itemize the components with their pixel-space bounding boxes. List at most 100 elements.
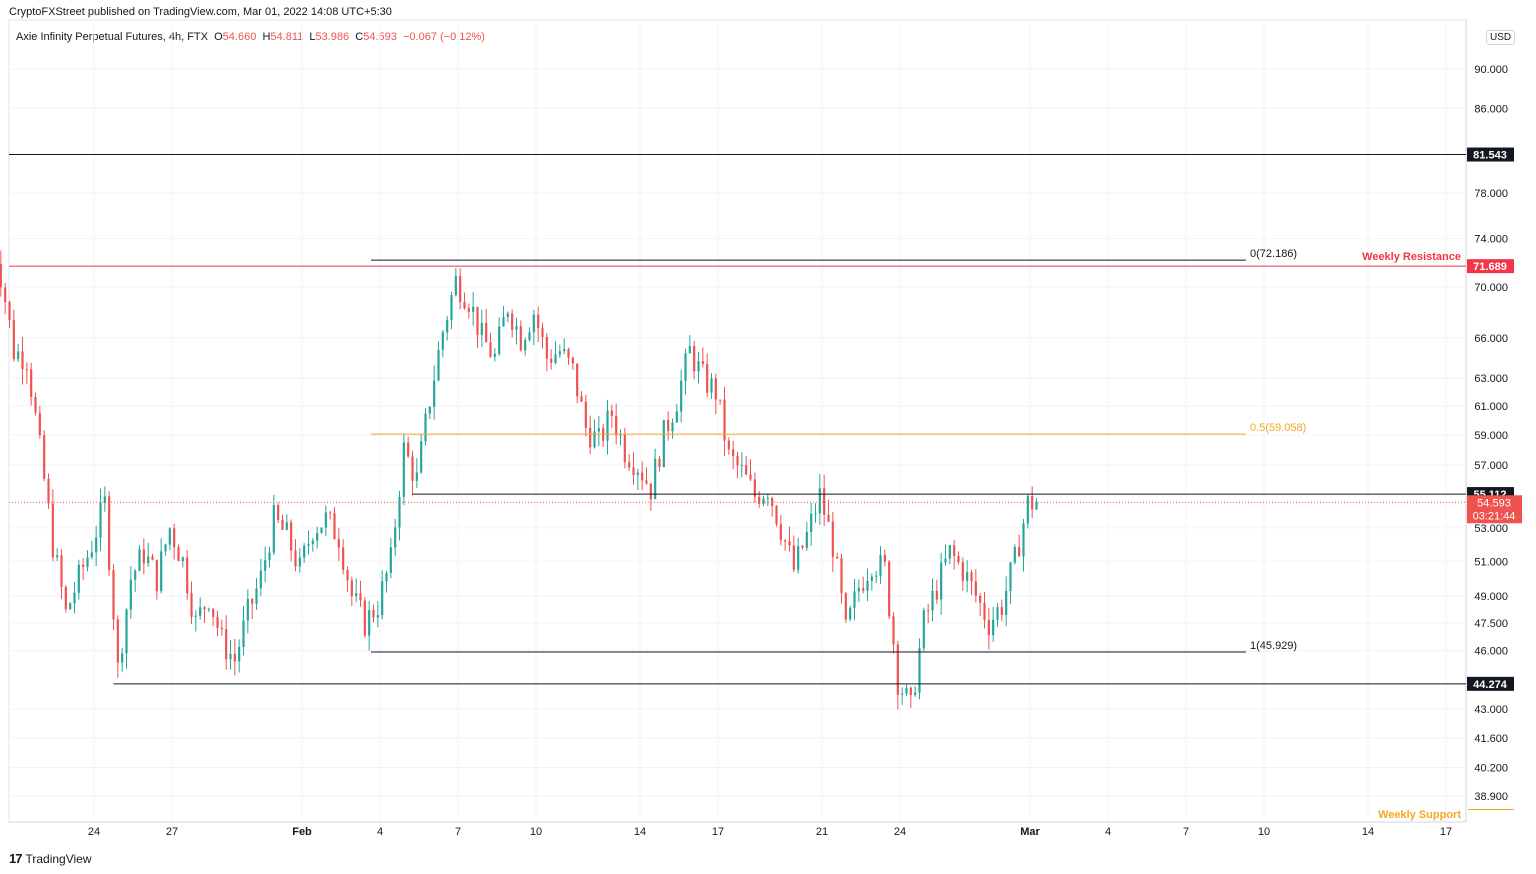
candle-body	[558, 351, 561, 355]
close-label: C	[355, 31, 364, 43]
tradingview-footer: 17 TradingView	[9, 851, 92, 866]
candle-body	[940, 562, 943, 600]
candle-body	[242, 620, 245, 648]
candle-body	[246, 599, 249, 621]
candle-body	[658, 458, 661, 468]
candle-body	[680, 380, 683, 412]
y-tick-label: 49.000	[1474, 591, 1508, 603]
candle-body	[736, 456, 739, 466]
candle-body	[697, 361, 700, 372]
candle-body	[238, 647, 241, 662]
candle-body	[701, 361, 704, 365]
candle-body	[134, 570, 137, 580]
candle-body	[771, 498, 774, 506]
candle-body	[493, 353, 496, 357]
symbol-title: Axie Infinity Perpetual Futures, 4h, FTX	[16, 31, 208, 43]
candle-body	[571, 357, 574, 364]
candle-body	[480, 322, 483, 335]
footer-brand: TradingView	[25, 851, 92, 866]
candle-body	[398, 496, 401, 528]
candle-body	[251, 599, 254, 604]
candle-body	[944, 558, 947, 563]
candle-body	[433, 380, 436, 407]
y-tick-label: 46.000	[1474, 646, 1508, 658]
candle-body	[749, 474, 752, 480]
candle-body	[216, 616, 219, 628]
candle-body	[524, 339, 527, 351]
last-price-label: 54.593	[1477, 497, 1511, 509]
candle-body	[879, 554, 882, 576]
candle-body	[814, 513, 817, 515]
candle-body	[82, 564, 85, 568]
candle-body	[51, 503, 54, 558]
candle-body	[138, 549, 141, 571]
candle-body	[1000, 607, 1003, 615]
level-name-label: Weekly Support	[1378, 809, 1461, 821]
candle-body	[922, 610, 925, 649]
low-label: L	[309, 31, 316, 43]
candle-body	[376, 615, 379, 618]
publisher-line: CryptoFXStreet published on TradingView.…	[9, 6, 392, 18]
candle-body	[745, 464, 748, 475]
candle-body	[719, 399, 722, 401]
candle-body	[901, 693, 904, 695]
price-axis-level-label: 81.543	[1473, 150, 1507, 162]
y-tick-label: 66.000	[1474, 333, 1508, 345]
candle-body	[64, 586, 67, 610]
price-axis-level-badge	[1467, 147, 1514, 162]
candle-body	[34, 396, 37, 413]
candle-body	[411, 456, 414, 481]
y-tick-label: 53.000	[1474, 523, 1508, 535]
candle-body	[0, 264, 2, 288]
candle-body	[186, 557, 189, 594]
candle-body	[90, 552, 93, 558]
candle-body	[437, 349, 440, 381]
candle-body	[970, 572, 973, 582]
candle-body	[160, 551, 163, 592]
candle-body	[1026, 496, 1029, 524]
candle-body	[428, 406, 431, 414]
level-name-label: Weekly Resistance	[1362, 251, 1461, 263]
y-tick-label: 74.000	[1474, 234, 1508, 246]
currency-button[interactable]: USD	[1486, 30, 1516, 45]
candle-body	[857, 588, 860, 592]
fib-level-label: 1(45.929)	[1250, 640, 1297, 652]
candle-body	[30, 369, 33, 397]
candle-body	[415, 472, 418, 481]
y-tick-label: 41.600	[1474, 733, 1508, 745]
candle-body	[632, 467, 635, 476]
candle-body	[207, 608, 210, 610]
candle-body	[528, 332, 531, 340]
x-tick-label: 21	[816, 826, 828, 838]
candle-body	[844, 593, 847, 620]
candle-body	[285, 522, 288, 530]
candle-body	[1009, 562, 1012, 591]
candle-body	[424, 413, 427, 442]
candle-body	[168, 528, 171, 545]
candle-body	[935, 590, 938, 600]
candle-body	[116, 619, 119, 663]
candle-body	[372, 610, 375, 618]
candle-body	[905, 687, 908, 694]
candle-body	[966, 572, 969, 581]
candle-body	[554, 354, 557, 363]
candle-body	[454, 275, 457, 296]
candle-body	[155, 559, 158, 592]
candle-body	[593, 431, 596, 448]
candle-body	[190, 593, 193, 617]
candle-body	[212, 608, 215, 617]
candle-body	[888, 561, 891, 617]
candle-body	[225, 629, 228, 660]
candle-body	[450, 295, 453, 320]
candle-body	[268, 552, 271, 561]
price-axis-level-badge	[1467, 259, 1514, 274]
candle-body	[550, 358, 553, 363]
x-tick-label: 24	[894, 826, 906, 838]
candle-body	[125, 609, 128, 654]
candle-body	[753, 479, 756, 497]
y-tick-label: 51.000	[1474, 556, 1508, 568]
candle-body	[870, 576, 873, 581]
candle-body	[805, 532, 808, 548]
candle-body	[688, 346, 691, 354]
